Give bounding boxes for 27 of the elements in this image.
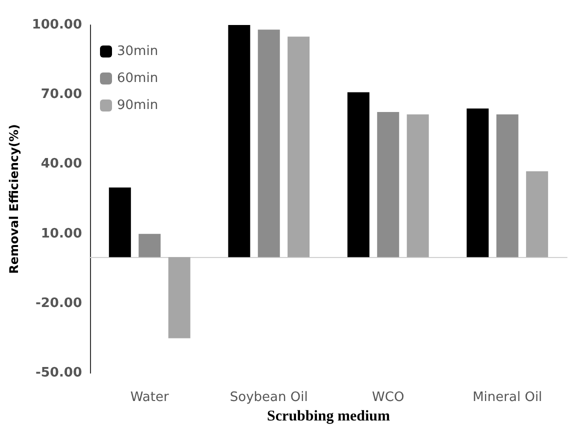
y-axis-title: Removal Efficiency(%) [7, 124, 21, 274]
x-tick-label: Mineral Oil [472, 390, 542, 406]
y-tick-label: 70.00 [40, 87, 82, 102]
y-tick-label: 40.00 [40, 156, 82, 172]
bar [258, 30, 280, 258]
bar [108, 187, 131, 258]
bar [496, 114, 518, 258]
bar [526, 171, 548, 258]
legend-label: 30min [117, 44, 158, 59]
x-tick-label: Water [130, 390, 170, 406]
legend-label: 60min [117, 71, 158, 86]
bar [138, 234, 161, 258]
x-tick-label: Soybean Oil [230, 390, 308, 406]
y-tick-label: 100.00 [32, 18, 82, 32]
y-tick-label: -20.00 [35, 296, 82, 311]
bar [377, 112, 400, 258]
bar [406, 114, 429, 258]
bar [168, 257, 190, 338]
bar [347, 92, 370, 258]
x-tick-label: WCO [372, 390, 404, 406]
bar [288, 36, 310, 258]
y-tick-label: -50.00 [35, 366, 82, 381]
bar [466, 108, 489, 258]
legend-label: 90min [117, 98, 158, 113]
bar [228, 25, 250, 258]
y-tick-label: 10.00 [40, 226, 82, 242]
x-axis-title: Scrubbing medium [267, 408, 390, 424]
